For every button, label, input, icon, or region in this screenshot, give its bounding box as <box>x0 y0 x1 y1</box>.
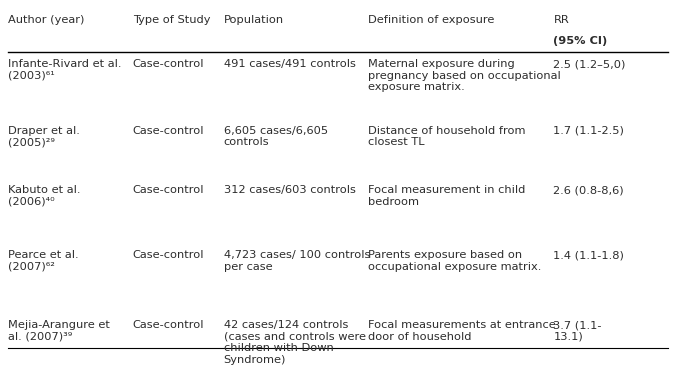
Text: Case-control: Case-control <box>132 320 204 330</box>
Text: Case-control: Case-control <box>132 59 204 69</box>
Text: RR: RR <box>554 15 569 25</box>
Text: 4,723 cases/ 100 controls
per case: 4,723 cases/ 100 controls per case <box>224 250 370 272</box>
Text: 3.7 (1.1-
13.1): 3.7 (1.1- 13.1) <box>554 320 602 341</box>
Text: 2.5 (1.2–5,0): 2.5 (1.2–5,0) <box>554 59 626 69</box>
Text: Pearce et al.
(2007)⁶²: Pearce et al. (2007)⁶² <box>8 250 78 272</box>
Text: Type of Study: Type of Study <box>132 15 210 25</box>
Text: 1.4 (1.1-1.8): 1.4 (1.1-1.8) <box>554 250 625 260</box>
Text: Focal measurements at entrance
door of household: Focal measurements at entrance door of h… <box>368 320 556 341</box>
Text: Author (year): Author (year) <box>8 15 84 25</box>
Text: Case-control: Case-control <box>132 126 204 136</box>
Text: Maternal exposure during
pregnancy based on occupational
exposure matrix.: Maternal exposure during pregnancy based… <box>368 59 561 92</box>
Text: 42 cases/124 controls
(cases and controls were
children with Down
Syndrome): 42 cases/124 controls (cases and control… <box>224 320 366 365</box>
Text: 312 cases/603 controls: 312 cases/603 controls <box>224 185 356 195</box>
Text: Distance of household from
closest TL: Distance of household from closest TL <box>368 126 526 147</box>
Text: Focal measurement in child
bedroom: Focal measurement in child bedroom <box>368 185 526 207</box>
Text: Kabuto et al.
(2006)⁴⁰: Kabuto et al. (2006)⁴⁰ <box>8 185 80 207</box>
Text: Case-control: Case-control <box>132 185 204 195</box>
Text: (95% CI): (95% CI) <box>554 36 608 46</box>
Text: 2.6 (0.8-8,6): 2.6 (0.8-8,6) <box>554 185 624 195</box>
Text: Definition of exposure: Definition of exposure <box>368 15 495 25</box>
Text: Mejia-Arangure et
al. (2007)³⁹: Mejia-Arangure et al. (2007)³⁹ <box>8 320 110 341</box>
Text: Population: Population <box>224 15 284 25</box>
Text: 1.7 (1.1-2.5): 1.7 (1.1-2.5) <box>554 126 625 136</box>
Text: 6,605 cases/6,605
controls: 6,605 cases/6,605 controls <box>224 126 328 147</box>
Text: Parents exposure based on
occupational exposure matrix.: Parents exposure based on occupational e… <box>368 250 541 272</box>
Text: Case-control: Case-control <box>132 250 204 260</box>
Text: Infante-Rivard et al.
(2003)⁶¹: Infante-Rivard et al. (2003)⁶¹ <box>8 59 122 81</box>
Text: 491 cases/491 controls: 491 cases/491 controls <box>224 59 356 69</box>
Text: Draper et al.
(2005)²⁹: Draper et al. (2005)²⁹ <box>8 126 80 147</box>
